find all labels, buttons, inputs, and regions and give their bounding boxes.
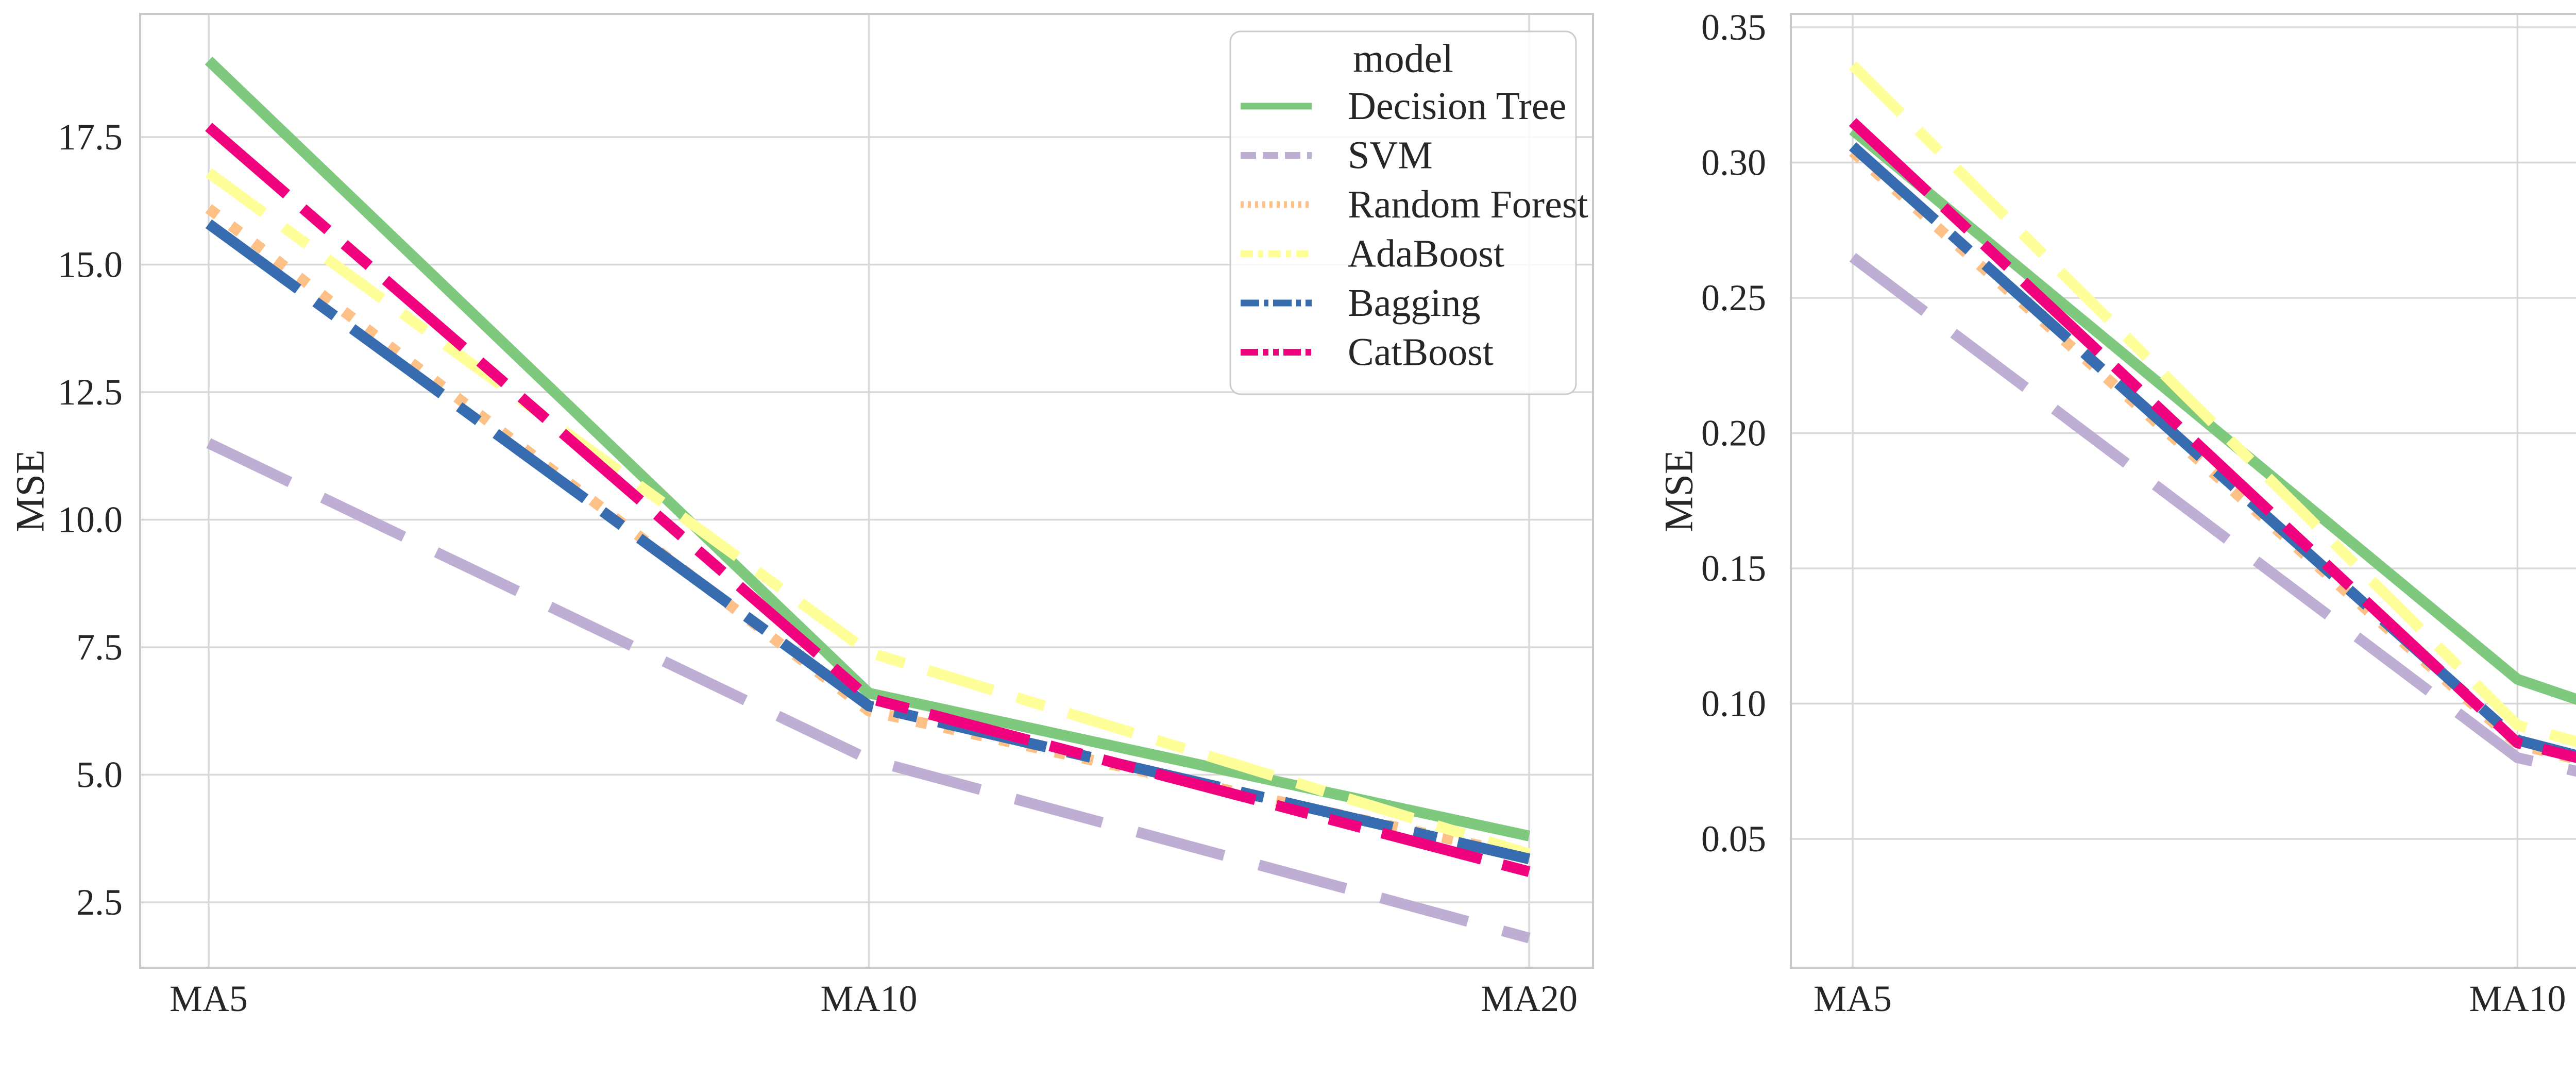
y-tick-label: 0.10	[1701, 683, 1766, 725]
series-line-svm	[1849, 252, 2576, 777]
legend-label: Bagging	[1348, 281, 1481, 325]
y-tick-label: 7.5	[76, 627, 123, 668]
y-tick-label: 0.20	[1701, 413, 1766, 454]
plot-border	[139, 13, 1594, 969]
y-axis-label: MSE	[1656, 449, 1701, 532]
y-tick-label: 0.25	[1701, 277, 1766, 318]
legend-item-bagging: Bagging	[1241, 281, 1481, 325]
gridlines	[1791, 14, 2576, 968]
series-line-bagging	[205, 219, 1531, 865]
series-line-decision-tree	[1849, 126, 2576, 705]
legend-item-catboost: CatBoost	[1241, 331, 1494, 374]
y-tick-label: 0.30	[1701, 142, 1766, 183]
y-tick-label: 5.0	[76, 754, 123, 796]
y-tick-label: 12.5	[58, 372, 123, 413]
y-tick-label: 17.5	[58, 116, 123, 158]
series-line-adaboost	[205, 168, 1531, 859]
legend-label: Decision Tree	[1348, 85, 1566, 128]
x-tick-label: MA5	[170, 978, 248, 1019]
series-line-catboost	[205, 123, 1531, 877]
legend-label: CatBoost	[1348, 331, 1494, 374]
series-line-catboost	[1849, 118, 2576, 763]
series-line-svm	[206, 438, 1531, 944]
y-tick-label: 0.05	[1701, 818, 1766, 860]
y-tick-label: 0.15	[1701, 548, 1766, 589]
x-tick-label: MA10	[2469, 978, 2566, 1019]
series-line-adaboost	[1849, 61, 2576, 747]
legend-box	[1229, 30, 1577, 395]
chart-left: 2.5 5.0 7.5 10.0 12.5 15.0 17.5 MSE MA5 MA10 MA20 m…	[8, 13, 1594, 1019]
legend-item-svm: SVM	[1241, 134, 1433, 177]
x-tick-label: MA20	[1481, 978, 1578, 1019]
x-tick-label: MA5	[1814, 978, 1892, 1019]
legend-label: AdaBoost	[1348, 232, 1504, 276]
y-tick-label: 15.0	[58, 244, 123, 285]
legend-label: SVM	[1348, 134, 1433, 177]
y-axis-label: MSE	[8, 449, 53, 532]
chart-right: 0.050.100.150.200.250.300.35MSEMA5MA10MA…	[1656, 7, 2576, 1019]
legend-title: model	[1353, 36, 1453, 81]
y-tick-label: 2.5	[76, 882, 123, 923]
x-tick-label: MA10	[820, 978, 917, 1019]
y-tick-label: 10.0	[58, 499, 123, 541]
legend-item-random-forest: Random Forest	[1241, 183, 1588, 226]
y-tick-label: 0.35	[1701, 7, 1766, 48]
legend-item-decision-tree: Decision Tree	[1241, 85, 1566, 128]
legend-label: Random Forest	[1348, 183, 1588, 226]
plot-border	[1790, 13, 2576, 969]
legend-item-adaboost: AdaBoost	[1241, 232, 1504, 276]
